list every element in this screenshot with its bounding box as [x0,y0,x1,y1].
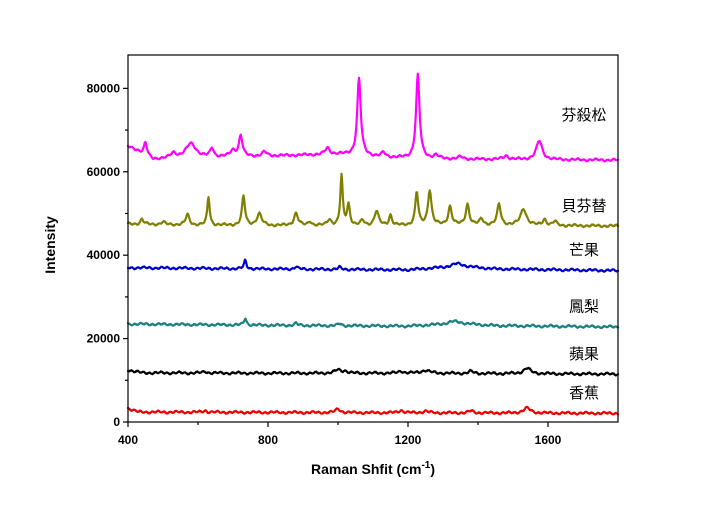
series-line [126,258,620,273]
series-label: 芬殺松 [561,106,606,124]
y-tick-label: 0 [113,415,120,429]
y-tick-label: 20000 [87,332,121,346]
plot-frame [127,54,619,423]
series-line [126,366,620,377]
series-label: 芒果 [569,241,599,259]
series-label: 蘋果 [569,345,599,363]
series-line [126,405,620,416]
x-tick-label: 800 [258,433,278,447]
axes-group [127,54,619,423]
x-tick-label: 1600 [535,433,562,447]
series-group [126,72,620,416]
series-label: 鳳梨 [569,298,599,316]
series-line [126,317,620,330]
x-axis-label-main: Raman Shfit (cm [311,461,421,477]
series-line [126,172,620,229]
series-line [126,72,620,163]
y-tick-label: 60000 [87,165,121,179]
x-axis-label-sup: -1 [421,460,430,471]
y-tick-label: 80000 [87,81,121,95]
x-axis-label: Raman Shfit (cm-1) [311,460,435,477]
x-tick-label: 400 [118,433,138,447]
series-label: 貝芬替 [561,197,606,215]
ticks-group: 400 800 1200 1600 0 20000 40000 60000 80000 [87,81,562,447]
x-axis-label-suffix: ) [430,461,435,477]
x-tick-label: 1200 [395,433,422,447]
y-tick-label: 40000 [87,248,121,262]
series-label: 香蕉 [569,384,599,402]
y-axis-label: Intensity [42,216,58,274]
